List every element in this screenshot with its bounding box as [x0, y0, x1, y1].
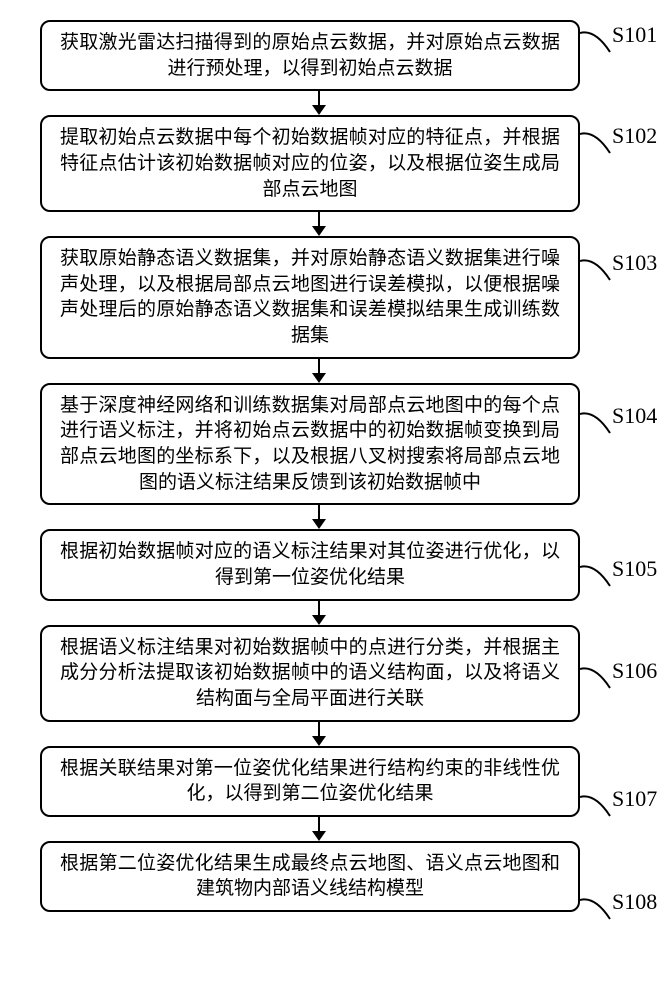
connector-S105: [580, 557, 614, 596]
connector-S103: [580, 251, 614, 290]
connector-S108: [580, 890, 614, 929]
step-label-S106: S106: [612, 658, 657, 684]
step-box-S106: 根据语义标注结果对初始数据帧中的点进行分类，并根据主成分分析法提取该初始数据帧中…: [40, 625, 580, 722]
step-text: 根据初始数据帧对应的语义标注结果对其位姿进行优化，以得到第一位姿优化结果: [60, 541, 560, 588]
step-label-S105: S105: [612, 556, 657, 582]
step-box-S104: 基于深度神经网络和训练数据集对局部点云地图中的每个点进行语义标注，并将初始点云数…: [40, 383, 580, 506]
step-box-S102: 提取初始点云数据中每个初始数据帧对应的特征点，并根据特征点估计该初始数据帧对应的…: [40, 115, 580, 212]
connector-S101: [580, 23, 614, 62]
step-box-S107: 根据关联结果对第一位姿优化结果进行结构约束的非线性优化，以得到第二位姿优化结果: [40, 746, 580, 817]
step-text: 提取初始点云数据中每个初始数据帧对应的特征点，并根据特征点估计该初始数据帧对应的…: [60, 127, 560, 199]
step-text: 根据第二位姿优化结果生成最终点云地图、语义点云地图和建筑物内部语义线结构模型: [60, 853, 560, 900]
step-text: 获取原始静态语义数据集，并对原始静态语义数据集进行噪声处理，以及根据局部点云地图…: [60, 248, 560, 346]
step-label-S103: S103: [612, 250, 657, 276]
flowchart-container: 获取激光雷达扫描得到的原始点云数据，并对原始点云数据进行预处理，以得到初始点云数…: [40, 20, 580, 912]
step-label-S101: S101: [612, 22, 657, 48]
step-box-S105: 根据初始数据帧对应的语义标注结果对其位姿进行优化，以得到第一位姿优化结果: [40, 529, 580, 600]
step-box-S103: 获取原始静态语义数据集，并对原始静态语义数据集进行噪声处理，以及根据局部点云地图…: [40, 236, 580, 359]
connector-S107: [580, 787, 614, 826]
connector-S106: [580, 659, 614, 698]
step-label-S108: S108: [612, 889, 657, 915]
step-label-S104: S104: [612, 403, 657, 429]
step-text: 根据语义标注结果对初始数据帧中的点进行分类，并根据主成分分析法提取该初始数据帧中…: [60, 637, 560, 709]
connector-S104: [580, 404, 614, 443]
step-text: 获取激光雷达扫描得到的原始点云数据，并对原始点云数据进行预处理，以得到初始点云数…: [60, 32, 560, 79]
step-text: 基于深度神经网络和训练数据集对局部点云地图中的每个点进行语义标注，并将初始点云数…: [60, 395, 560, 493]
step-text: 根据关联结果对第一位姿优化结果进行结构约束的非线性优化，以得到第二位姿优化结果: [60, 758, 560, 805]
step-label-S107: S107: [612, 786, 657, 812]
step-label-S102: S102: [612, 123, 657, 149]
step-box-S101: 获取激光雷达扫描得到的原始点云数据，并对原始点云数据进行预处理，以得到初始点云数…: [40, 20, 580, 91]
connector-S102: [580, 124, 614, 163]
step-box-S108: 根据第二位姿优化结果生成最终点云地图、语义点云地图和建筑物内部语义线结构模型: [40, 841, 580, 912]
